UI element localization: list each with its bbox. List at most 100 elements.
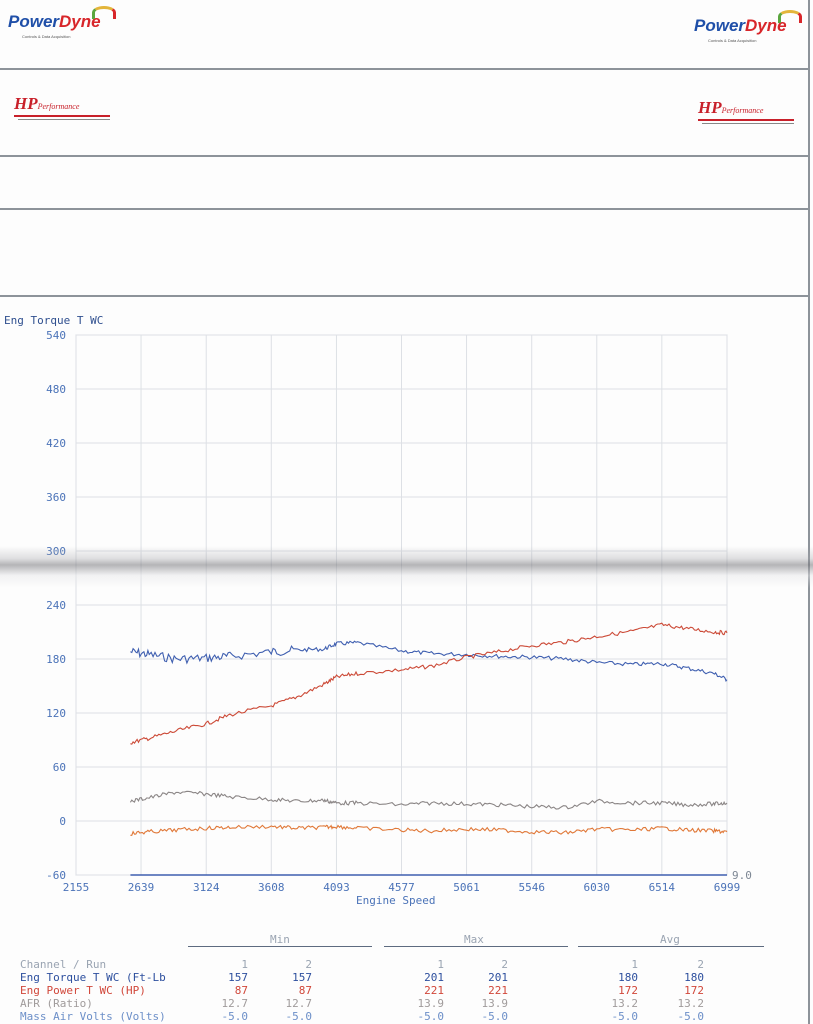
y-tick-label: 540 xyxy=(46,329,66,342)
table-cell-avg2: 180 xyxy=(684,971,704,984)
x-axis-label: Engine Speed xyxy=(356,894,436,907)
hp-swoosh-icon xyxy=(14,115,110,117)
table-cell-max1: 201 xyxy=(424,971,444,984)
x-tick-label: 2155 xyxy=(62,881,90,894)
table-header-run1: 1 xyxy=(631,958,638,971)
header-divider-4 xyxy=(0,295,810,297)
table-row: Eng Power T WC (HP) 87 87 221 221 172 172 xyxy=(0,984,813,997)
table-cell-max1: -5.0 xyxy=(417,1010,445,1023)
series-line-3 xyxy=(130,824,728,836)
table-header-label: Channel / Run xyxy=(20,958,107,971)
hp-swoosh-icon xyxy=(698,119,794,121)
table-row: AFR (Ratio) 12.7 12.7 13.9 13.9 13.2 13.2 xyxy=(0,997,813,1010)
logo-tagline: Controls & Data Acquisition xyxy=(22,34,71,39)
y-tick-label: 360 xyxy=(46,491,66,504)
table-cell-max2: 201 xyxy=(488,971,508,984)
series-line-0 xyxy=(130,640,728,683)
x-tick-label: 6030 xyxy=(583,881,611,894)
table-header-run1: 1 xyxy=(437,958,444,971)
right-axis-label: 9.0 xyxy=(732,869,752,882)
logo-tagline: Controls & Data Acquisition xyxy=(708,38,757,43)
table-cell-avg1: 172 xyxy=(618,984,638,997)
x-tick-label: 4577 xyxy=(388,881,415,894)
header-divider-1 xyxy=(0,68,810,70)
table-cell-min1: 157 xyxy=(228,971,248,984)
hp-mark: HP xyxy=(698,98,722,117)
table-row-label: AFR (Ratio) xyxy=(20,997,93,1010)
hp-wordmark: Performance xyxy=(721,106,764,115)
table-cell-avg2: -5.0 xyxy=(677,1010,705,1023)
y-tick-label: 480 xyxy=(46,383,66,396)
hp-underline-icon xyxy=(702,123,794,124)
table-group-max: Max xyxy=(464,933,484,946)
table-cell-min2: 87 xyxy=(298,984,312,997)
table-row-label: Eng Torque T WC (Ft-Lb xyxy=(20,971,166,984)
table-cell-avg2: 172 xyxy=(684,984,704,997)
table-cell-min1: 12.7 xyxy=(221,997,249,1010)
table-cell-avg1: 180 xyxy=(618,971,638,984)
table-cell-max1: 13.9 xyxy=(417,997,445,1010)
table-row: Mass Air Volts (Volts) -5.0 -5.0 -5.0 -5.0 -5… xyxy=(0,1010,813,1023)
table-cell-min1: 87 xyxy=(234,984,248,997)
y-tick-label: 180 xyxy=(46,653,66,666)
y-tick-label: 60 xyxy=(52,761,66,774)
table-row-label: Mass Air Volts (Volts) xyxy=(20,1010,166,1023)
logo-arc-icon xyxy=(92,6,116,19)
x-tick-label: 3124 xyxy=(192,881,220,894)
y-tick-label: 0 xyxy=(59,815,66,828)
table-group-rule-min xyxy=(188,946,372,947)
hp-wordmark: Performance xyxy=(37,102,80,111)
logo-text-power: Power xyxy=(694,16,746,35)
y-tick-label: 240 xyxy=(46,599,66,612)
table-header-run1: 1 xyxy=(241,958,248,971)
x-tick-label: 2639 xyxy=(127,881,155,894)
table-group-rule-max xyxy=(384,946,568,947)
hp-underline-icon xyxy=(18,119,110,120)
table-group-rule-avg xyxy=(578,946,764,947)
table-group-min: Min xyxy=(270,933,290,946)
table-header-run2: 2 xyxy=(305,958,312,971)
x-tick-label: 5546 xyxy=(518,881,545,894)
scan-fold-shadow xyxy=(0,546,813,588)
logo-text-dyne: Dyne xyxy=(745,16,787,35)
dyno-chart xyxy=(75,334,728,876)
logo-text-power: Power xyxy=(8,12,60,31)
table-cell-avg1: 13.2 xyxy=(611,997,639,1010)
table-cell-avg1: -5.0 xyxy=(611,1010,639,1023)
table-group-avg: Avg xyxy=(660,933,680,946)
hp-performance-logo-left: HPPerformance xyxy=(14,94,114,120)
page-right-border xyxy=(808,0,810,1024)
table-row-label: Eng Power T WC (HP) xyxy=(20,984,146,997)
chart-title: Eng Torque T WC xyxy=(4,314,104,327)
y-tick-label: 120 xyxy=(46,707,66,720)
hp-performance-logo-right: HPPerformance xyxy=(698,98,798,124)
header-divider-2 xyxy=(0,155,810,157)
table-header-run2: 2 xyxy=(697,958,704,971)
table-row: Eng Torque T WC (Ft-Lb 157 157 201 201 180 180 xyxy=(0,971,813,984)
powerdyne-logo-left: PowerDyne Controls & Data Acquisition xyxy=(8,6,118,42)
table-cell-min2: 12.7 xyxy=(285,997,313,1010)
powerdyne-logo-right: PowerDyne Controls & Data Acquisition xyxy=(694,10,804,46)
logo-arc-icon xyxy=(778,10,802,23)
table-header-row: Channel / Run 1 2 1 2 1 2 xyxy=(0,958,813,971)
table-cell-avg2: 13.2 xyxy=(677,997,705,1010)
x-tick-label: 5061 xyxy=(453,881,480,894)
hp-mark: HP xyxy=(14,94,38,113)
series-line-1 xyxy=(130,622,728,745)
series-line-2 xyxy=(129,790,728,810)
table-cell-max2: 221 xyxy=(488,984,508,997)
table-cell-min2: 157 xyxy=(292,971,312,984)
table-cell-max2: 13.9 xyxy=(481,997,509,1010)
x-tick-label: 6514 xyxy=(648,881,676,894)
table-cell-min1: -5.0 xyxy=(221,1010,249,1023)
y-tick-label: 420 xyxy=(46,437,66,450)
x-tick-label: 6999 xyxy=(713,881,741,894)
table-cell-min2: -5.0 xyxy=(285,1010,313,1023)
x-tick-label: 3608 xyxy=(258,881,285,894)
table-cell-max2: -5.0 xyxy=(481,1010,509,1023)
y-tick-label: -60 xyxy=(46,869,66,882)
table-cell-max1: 221 xyxy=(424,984,444,997)
header-divider-3 xyxy=(0,208,810,210)
x-tick-label: 4093 xyxy=(323,881,350,894)
table-header-run2: 2 xyxy=(501,958,508,971)
